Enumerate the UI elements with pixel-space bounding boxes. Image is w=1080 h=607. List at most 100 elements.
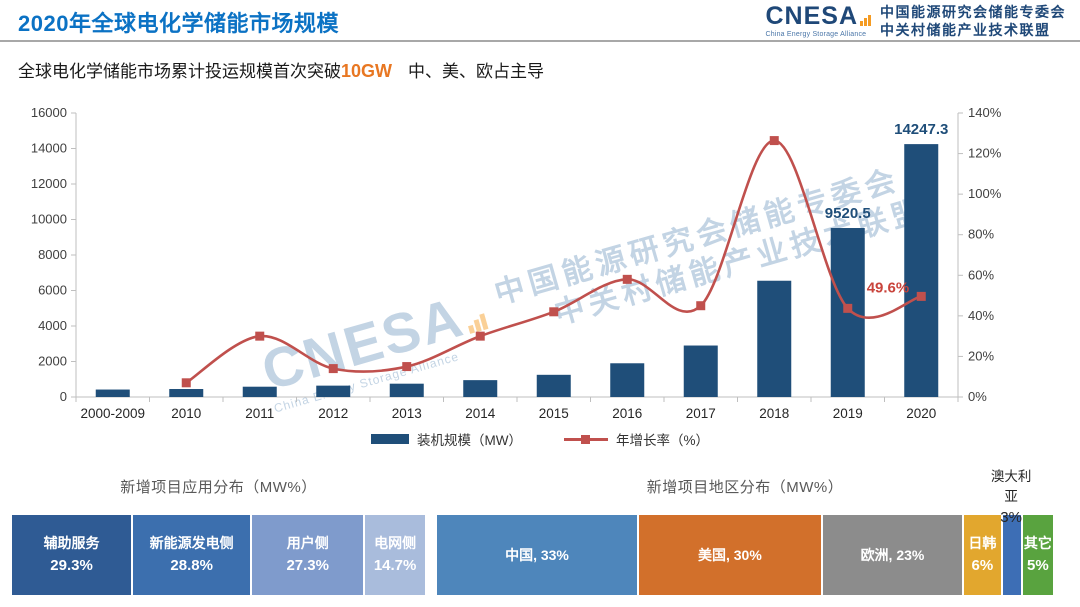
bar-value-label: 9520.5: [825, 205, 871, 222]
legend-label-installed-capacity: 装机规模（MW）: [416, 433, 522, 448]
bar-2020: [904, 144, 939, 397]
segment-辅助服务: 辅助服务 29.3%: [12, 515, 132, 595]
cnesa-logo-mark-icon: [860, 15, 871, 27]
line-marker-2017: [696, 301, 706, 311]
segment-label: 用户侧: [286, 535, 329, 552]
y-left-tick-label: 2000: [38, 354, 67, 369]
segment-其它: 其它 5%: [1022, 515, 1053, 595]
y-left-tick-label: 14000: [31, 141, 67, 156]
bar-2011: [242, 386, 277, 397]
segment-label: 中国, 33%: [505, 546, 569, 563]
bar-value-label: 14247.3: [894, 121, 948, 138]
segment-label: 美国, 30%: [697, 546, 762, 563]
y-right-tick-label: 120%: [968, 146, 1002, 161]
x-axis-label: 2016: [612, 406, 642, 421]
segment-label: 27.3%: [286, 556, 329, 574]
cnesa-org-names: 中国能源研究会储能专委会 中关村储能产业技术联盟: [880, 4, 1066, 38]
bar-2018: [757, 280, 792, 397]
segment-中国: 中国, 33%: [437, 515, 637, 595]
line-value-label: 49.6%: [867, 279, 910, 296]
title-underline: [0, 40, 1080, 42]
line-marker-2011: [255, 331, 265, 341]
x-axis-label: 2018: [759, 406, 789, 421]
segment-label: 28.8%: [170, 556, 213, 574]
segment-label: 14.7%: [373, 556, 417, 574]
legend-item-growth-rate: 年增长率（%）: [563, 429, 709, 449]
region-distribution-chart: 新增项目地区分布（MW%） 澳大利亚 3% 中国, 33% 美国, 30% 欧洲, …: [437, 467, 1053, 600]
bar-2010: [169, 389, 204, 397]
y-left-tick-label: 16000: [31, 105, 67, 120]
app-distribution-chart: 新增项目应用分布（MW%） 辅助服务 29.3% 新能源发电侧 28.8% 用户侧 27.…: [12, 470, 425, 600]
segment-label: 其它: [1023, 535, 1052, 552]
segment-日韩: 日韩 6%: [964, 515, 1001, 595]
y-right-tick-label: 20%: [968, 348, 994, 363]
line-marker-2015: [549, 307, 559, 317]
y-right-tick-label: 60%: [968, 267, 994, 282]
bar-2012: [316, 385, 351, 397]
segment-label: 新能源发电侧: [149, 535, 234, 552]
y-right-tick-label: 100%: [968, 186, 1002, 201]
legend-bar-swatch-icon: [370, 434, 409, 444]
app-distribution-title: 新增项目应用分布（MW%）: [120, 479, 317, 496]
line-marker-2010: [181, 378, 191, 388]
y-left-tick-label: 0: [60, 389, 67, 404]
bar-2000-2009: [95, 389, 130, 397]
x-axis-label: 2020: [906, 406, 936, 421]
y-left-tick-label: 10000: [31, 212, 67, 227]
app-distribution-bar: 辅助服务 29.3% 新能源发电侧 28.8% 用户侧 27.3% 电网侧 14.7%: [12, 515, 425, 595]
main-chart-svg: 0 2000 4000 6000 8000 10000 12000 14000 16000 0% 2…: [31, 105, 1002, 421]
australia-callout-value: 3%: [1000, 509, 1022, 526]
cnesa-org-line-2: 中关村储能产业技术联盟: [880, 22, 1051, 39]
line-marker-2020: [916, 291, 926, 301]
x-axis-label: 2000-2009: [80, 406, 145, 421]
x-axis-label: 2011: [245, 406, 274, 421]
segment-label: 29.3%: [50, 556, 93, 574]
region-distribution-bar: 中国, 33% 美国, 30% 欧洲, 23% 日韩 6% 其它 5%: [437, 515, 1053, 595]
cnesa-logo-tagline: China Energy Storage Alliance: [765, 31, 867, 39]
cnesa-logo: CNESA China Energy Storage Alliance 中国能源…: [765, 2, 1066, 39]
y-right-tick-label: 40%: [968, 308, 994, 323]
subtitle-prefix: 全球电化学储能市场累计投运规模首次突破: [18, 62, 341, 81]
cnesa-logo-text: CNESA: [765, 2, 858, 31]
y-right-tick-label: 140%: [968, 105, 1002, 120]
bar-2017: [683, 345, 718, 397]
line-marker-2018: [769, 136, 779, 146]
segment-澳大利亚: [1002, 515, 1021, 595]
x-axis-label: 2012: [318, 406, 348, 421]
page-title: 2020年全球电化学储能市场规模: [18, 11, 339, 36]
australia-callout-label: 澳大利亚: [990, 469, 1032, 504]
legend-label-growth-rate: 年增长率（%）: [615, 433, 709, 448]
legend-line-swatch-icon: [563, 434, 608, 444]
y-right-tick-label: 0%: [968, 389, 987, 404]
bar-2013: [389, 383, 424, 397]
growth-line: [185, 139, 922, 384]
x-axis-label: 2013: [392, 406, 422, 421]
segment-label: 日韩: [968, 535, 997, 552]
y-right-tick-label: 80%: [968, 227, 994, 242]
subtitle-suffix: 中、美、欧占主导: [408, 62, 545, 81]
segment-美国: 美国, 30%: [638, 515, 821, 595]
y-left-tick-label: 8000: [38, 247, 67, 262]
segment-label: 6%: [971, 556, 994, 574]
y-left-tick-label: 12000: [31, 176, 67, 191]
subtitle-highlight: 10GW: [341, 61, 393, 81]
segment-电网侧: 电网侧 14.7%: [365, 515, 425, 595]
segment-新能源发电侧: 新能源发电侧 28.8%: [133, 515, 251, 595]
bar-2014: [463, 380, 498, 397]
bar-2016: [610, 363, 645, 397]
bar-2015: [536, 374, 571, 397]
subtitle: 全球电化学储能市场累计投运规模首次突破10GW 中、美、欧占主导: [18, 57, 544, 82]
line-marker-2019: [843, 303, 853, 313]
australia-callout: 澳大利亚 3%: [990, 467, 1032, 528]
legend-item-installed-capacity: 装机规模（MW）: [370, 429, 522, 449]
segment-用户侧: 用户侧 27.3%: [252, 515, 364, 595]
x-axis-label: 2019: [833, 406, 863, 421]
line-marker-2014: [475, 331, 485, 341]
line-marker-2012: [328, 364, 338, 374]
chart-legend: 装机规模（MW） 年增长率（%）: [0, 429, 1080, 449]
segment-label: 电网侧: [374, 535, 417, 552]
x-axis-label: 2010: [171, 406, 201, 421]
segment-label: 5%: [1027, 556, 1049, 574]
line-marker-2013: [402, 362, 412, 372]
cnesa-org-line-1: 中国能源研究会储能专委会: [880, 4, 1066, 20]
